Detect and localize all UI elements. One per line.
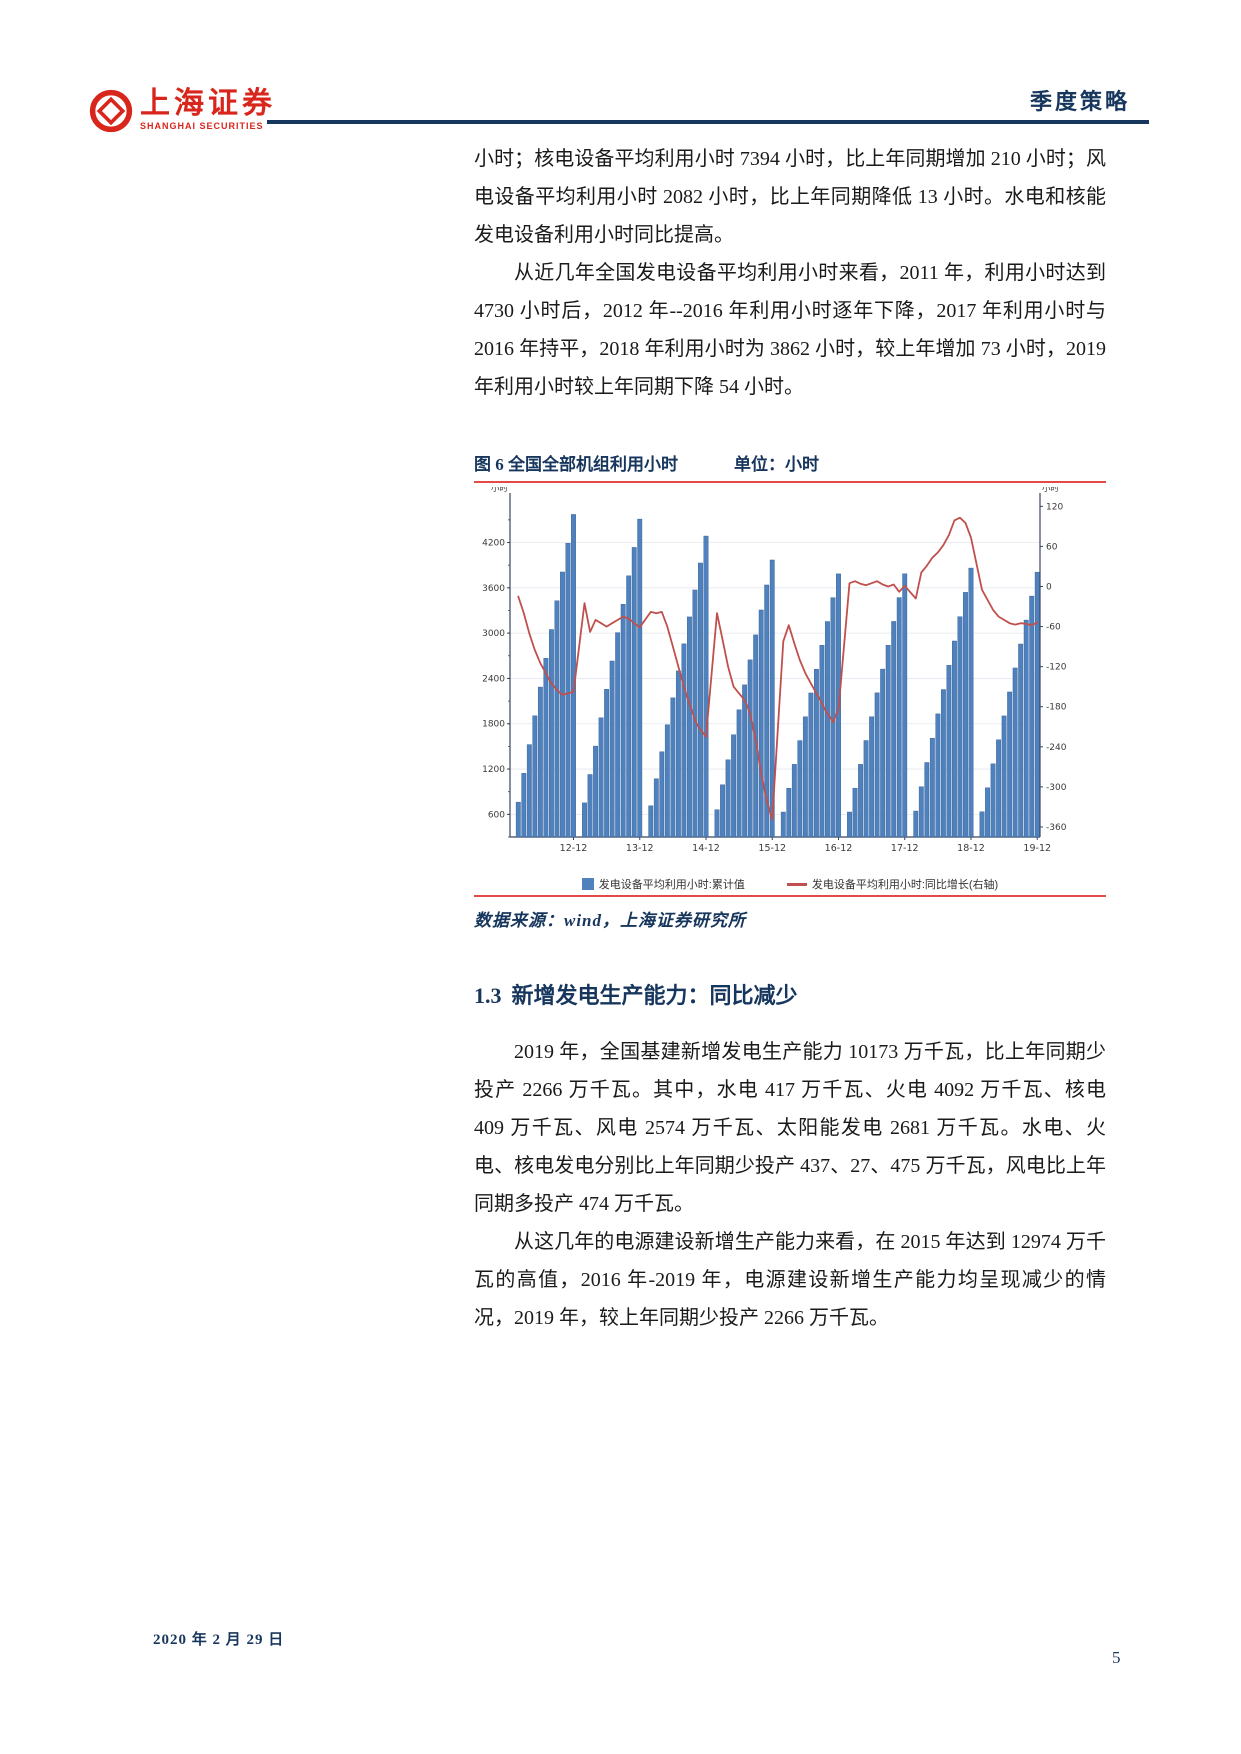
utilization-hours-chart: 600120018002400300036004200120600-60-120… [482,483,1067,854]
page-number: 5 [1112,1648,1121,1667]
svg-text:19-12: 19-12 [1023,843,1051,854]
svg-text:18-12: 18-12 [957,843,985,854]
figure-source-note: 数据来源：wind，上海证券研究所 [474,911,747,930]
figure-caption: 图 6 全国全部机组利用小时 单位：小时 [474,452,1106,478]
svg-text:小时: 小时 [491,487,509,494]
svg-text:-120: -120 [1046,663,1067,673]
line-series-swatch-icon [786,882,807,886]
company-logo: 上海证券 SHANGHAI SECURITIES [88,88,276,134]
figure-unit-label: 单位：小时 [734,455,819,474]
svg-text:1200: 1200 [482,765,505,775]
svg-text:-360: -360 [1046,823,1067,833]
logo-english-name: SHANGHAI SECURITIES [140,121,264,131]
svg-text:13-12: 13-12 [626,843,654,854]
paragraph-capacity-trend: 从这几年的电源建设新增生产能力来看，在 2015 年达到 12974 万千瓦的高… [474,1231,1106,1329]
svg-text:-240: -240 [1046,743,1067,753]
paragraph-utilization-trend: 从近几年全国发电设备平均利用小时来看，2011 年，利用小时达到 4730 小时… [474,262,1106,398]
content-column: 小时；核电设备平均利用小时 7394 小时，比上年同期增加 210 小时；风电设… [474,140,1106,1337]
section-number: 1.3 [474,983,502,1008]
legend-item-bars: 发电设备平均利用小时:累计值 [581,876,745,892]
svg-text:0: 0 [1046,583,1052,593]
figure-top-rule [474,481,1106,483]
report-type-label: 季度策略 [1029,89,1130,114]
figure-title: 图 6 全国全部机组利用小时 [474,455,678,474]
svg-text:17-12: 17-12 [891,843,919,854]
legend-bar-label: 发电设备平均利用小时:累计值 [598,879,745,891]
svg-text:-60: -60 [1046,623,1061,633]
svg-text:16-12: 16-12 [825,843,853,854]
footer-date: 2020 年 2 月 29 日 [153,1632,285,1648]
svg-text:1800: 1800 [482,720,505,730]
svg-text:4200: 4200 [482,539,505,549]
section-heading-1-3: 1.3 新增发电生产能力：同比减少 [474,981,1106,1011]
figure-6: 图 6 全国全部机组利用小时 单位：小时 600 1200 1800 2400 3000 3… [474,452,1106,931]
svg-text:2400: 2400 [482,674,505,684]
chart-container: 600 1200 1800 2400 3000 3600 4200 120 60 0 -60 -120… [474,483,1106,868]
legend-line-label: 发电设备平均利用小时:同比增长(右轴) [811,879,999,891]
svg-text:3600: 3600 [482,584,505,594]
svg-text:12-12: 12-12 [560,843,588,854]
chart-legend: 发电设备平均利用小时:累计值 发电设备平均利用小时:同比增长(右轴) [474,876,1106,892]
paragraph-utilization-detail: 小时；核电设备平均利用小时 7394 小时，比上年同期增加 210 小时；风电设… [474,148,1106,246]
shanghai-securities-logo-icon [89,89,133,133]
svg-text:14-12: 14-12 [692,843,720,854]
svg-text:60: 60 [1046,542,1058,552]
svg-text:-180: -180 [1046,703,1067,713]
svg-text:小时: 小时 [1042,487,1060,494]
svg-text:15-12: 15-12 [758,843,786,854]
svg-text:600: 600 [488,810,505,820]
svg-text:3000: 3000 [482,629,505,639]
header-divider [267,120,1149,124]
logo-chinese-name: 上海证券 [140,87,276,120]
figure-bottom-rule [474,895,1106,897]
section-title: 新增发电生产能力：同比减少 [511,983,798,1008]
paragraph-new-capacity: 2019 年，全国基建新增发电生产能力 10173 万千瓦，比上年同期少投产 2… [474,1041,1106,1215]
svg-text:-300: -300 [1046,783,1067,793]
bar-series-swatch-icon [581,878,594,890]
legend-item-line: 发电设备平均利用小时:同比增长(右轴) [786,876,999,892]
svg-text:120: 120 [1046,502,1063,512]
